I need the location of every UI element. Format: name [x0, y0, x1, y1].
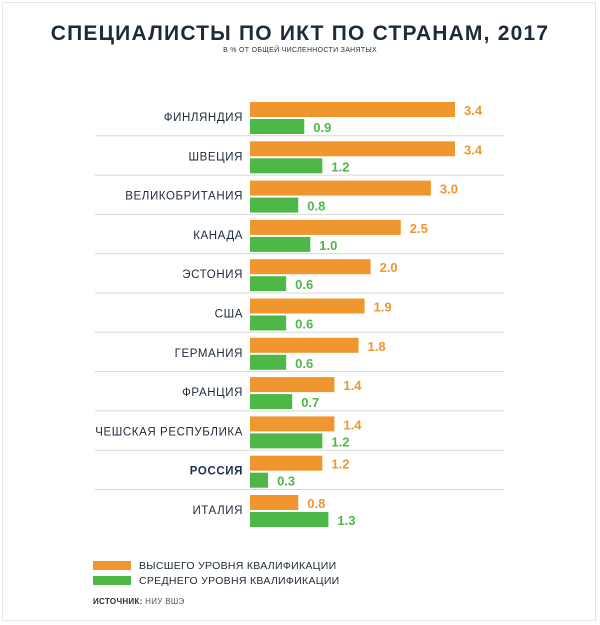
- category-label: ФИНЛЯНДИЯ: [164, 112, 243, 124]
- value-label-mid: 0.6: [295, 317, 313, 332]
- value-label-mid: 0.9: [313, 120, 331, 135]
- bar-high: [250, 416, 335, 432]
- chart-subtitle: В % ОТ ОБЩЕЙ ЧИСЛЕННОСТИ ЗАНЯТЫХ: [223, 47, 377, 54]
- bar-high: [250, 259, 371, 275]
- value-label-mid: 1.2: [331, 159, 349, 174]
- value-label-mid: 0.6: [295, 277, 313, 292]
- bar-mid: [250, 197, 299, 213]
- bar-mid: [250, 236, 311, 252]
- bar-mid: [250, 276, 287, 292]
- bar-high: [250, 495, 299, 510]
- source-note: ИСТОЧНИК: НИУ ВШЭ: [93, 597, 185, 606]
- bar-high: [250, 337, 359, 353]
- value-label-high: 1.2: [331, 457, 349, 472]
- value-label-high: 1.8: [368, 339, 386, 354]
- bar-high: [250, 180, 431, 196]
- category-label: КАНАДА: [193, 230, 243, 242]
- value-label-mid: 0.8: [307, 199, 325, 214]
- bar-mid: [250, 433, 323, 449]
- category-label: ШВЕЦИЯ: [188, 151, 243, 163]
- bar-mid: [250, 472, 269, 488]
- bar-mid: [250, 119, 305, 134]
- legend: ВЫСШЕГО УРОВНЯ КВАЛИФИКАЦИИ СРЕДНЕГО УРО…: [93, 558, 340, 588]
- value-label-mid: 0.6: [295, 356, 313, 371]
- source-text: НИУ ВШЭ: [145, 597, 185, 606]
- category-label: ЭСТОНИЯ: [182, 269, 243, 281]
- value-label-high: 1.9: [374, 300, 392, 315]
- bar-mid: [250, 394, 293, 410]
- value-label-mid: 1.2: [331, 434, 349, 449]
- bar-high: [250, 377, 335, 393]
- value-label-high: 3.4: [464, 142, 483, 157]
- value-label-high: 0.8: [307, 496, 325, 511]
- value-label-mid: 1.3: [337, 513, 355, 528]
- category-label: РОССИЯ: [190, 466, 243, 478]
- value-label-high: 1.4: [343, 417, 362, 432]
- value-label-mid: 0.3: [277, 474, 295, 489]
- bar-high: [250, 298, 365, 314]
- legend-label-mid: СРЕДНЕГО УРОВНЯ КВАЛИФИКАЦИИ: [139, 574, 340, 587]
- value-label-high: 3.0: [440, 182, 458, 197]
- bar-mid: [250, 315, 287, 331]
- category-label: ЧЕШСКАЯ РЕСПУБЛИКА: [95, 426, 243, 438]
- value-label-high: 2.0: [380, 260, 398, 275]
- bar-mid: [250, 512, 329, 527]
- category-label: ИТАЛИЯ: [192, 505, 243, 517]
- bar-high: [250, 141, 456, 157]
- legend-swatch-high: [93, 561, 131, 570]
- bar-mid: [250, 158, 323, 174]
- bar-high: [250, 455, 323, 471]
- category-label: ФРАНЦИЯ: [182, 387, 243, 399]
- bar-high: [250, 219, 401, 235]
- value-label-high: 3.4: [464, 103, 483, 118]
- legend-item-mid: СРЕДНЕГО УРОВНЯ КВАЛИФИКАЦИИ: [93, 573, 340, 588]
- value-label-high: 1.4: [343, 378, 362, 393]
- category-label: США: [215, 309, 243, 321]
- category-label: ВЕЛИКОБРИТАНИЯ: [125, 191, 243, 203]
- source-label: ИСТОЧНИК:: [93, 597, 143, 606]
- category-label: ГЕРМАНИЯ: [175, 348, 243, 360]
- bar-high: [250, 102, 456, 117]
- value-label-mid: 1.0: [319, 238, 337, 253]
- bar-mid: [250, 354, 287, 370]
- legend-swatch-mid: [93, 576, 131, 585]
- chart-title: СПЕЦИАЛИСТЫ ПО ИКТ ПО СТРАНАМ, 2017: [50, 22, 550, 45]
- value-label-high: 2.5: [410, 221, 428, 236]
- value-label-mid: 0.7: [301, 395, 319, 410]
- legend-item-high: ВЫСШЕГО УРОВНЯ КВАЛИФИКАЦИИ: [93, 558, 340, 573]
- legend-label-high: ВЫСШЕГО УРОВНЯ КВАЛИФИКАЦИИ: [139, 559, 337, 572]
